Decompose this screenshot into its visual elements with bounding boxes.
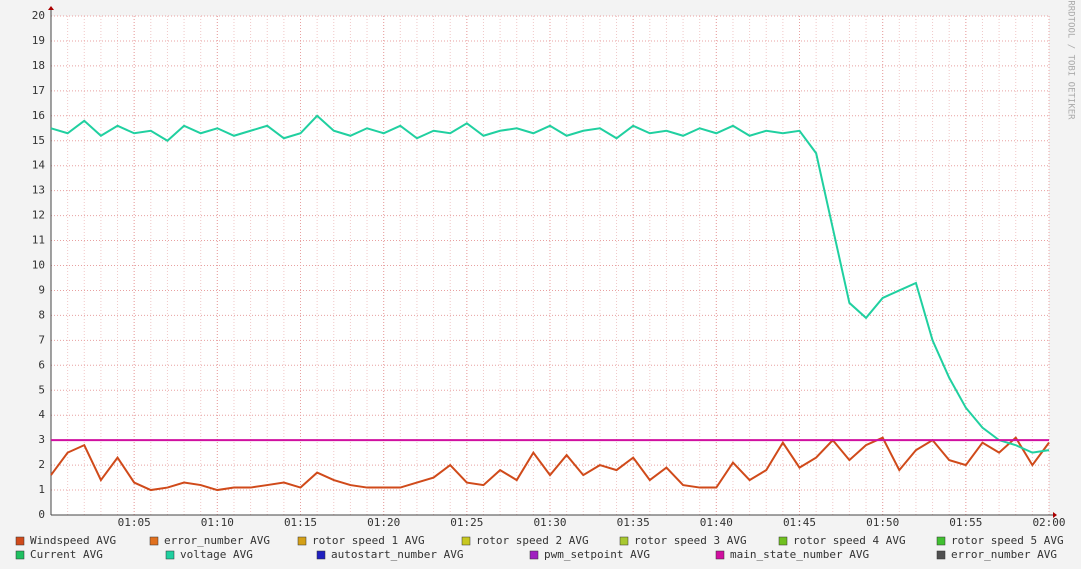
legend-label: rotor speed 1 AVG <box>312 534 425 547</box>
legend-label: rotor speed 3 AVG <box>634 534 747 547</box>
legend-label: error_number AVG <box>951 548 1057 561</box>
x-tick-label: 01:10 <box>201 516 234 529</box>
legend-label: error_number AVG <box>164 534 270 547</box>
y-tick-label: 8 <box>38 308 45 321</box>
legend-label: pwm_setpoint AVG <box>544 548 650 561</box>
legend-label: rotor speed 2 AVG <box>476 534 589 547</box>
axis-arrow <box>1053 512 1057 518</box>
legend-label: main_state_number AVG <box>730 548 869 561</box>
x-tick-label: 01:50 <box>866 516 899 529</box>
y-tick-label: 5 <box>38 383 45 396</box>
legend-swatch <box>297 536 307 546</box>
legend-swatch <box>936 550 946 560</box>
x-tick-label: 01:05 <box>118 516 151 529</box>
series-line <box>50 436 1050 492</box>
legend-swatch <box>529 550 539 560</box>
axis-arrow <box>48 6 54 10</box>
y-tick-label: 13 <box>32 184 45 197</box>
x-tick-label: 01:35 <box>617 516 650 529</box>
y-tick-label: 7 <box>38 333 45 346</box>
y-tick-label: 3 <box>38 433 45 446</box>
y-tick-label: 14 <box>32 159 46 172</box>
legend-label: autostart_number AVG <box>331 548 463 561</box>
x-tick-label: 02:00 <box>1032 516 1065 529</box>
x-tick-label: 01:30 <box>533 516 566 529</box>
y-tick-label: 15 <box>32 134 45 147</box>
x-tick-label: 01:45 <box>783 516 816 529</box>
legend-swatch <box>461 536 471 546</box>
y-tick-label: 16 <box>32 109 45 122</box>
legend-label: Windspeed AVG <box>30 534 116 547</box>
x-tick-label: 01:55 <box>949 516 982 529</box>
legend-swatch <box>715 550 725 560</box>
y-tick-label: 2 <box>38 458 45 471</box>
y-tick-label: 20 <box>32 9 45 22</box>
legend-swatch <box>619 536 629 546</box>
y-tick-label: 6 <box>38 358 45 371</box>
legend-swatch <box>165 550 175 560</box>
y-tick-label: 0 <box>38 508 45 521</box>
x-tick-label: 01:20 <box>367 516 400 529</box>
y-tick-label: 9 <box>38 283 45 296</box>
legend-label: rotor speed 5 AVG <box>951 534 1064 547</box>
legend-label: voltage AVG <box>180 548 253 561</box>
legend-swatch <box>936 536 946 546</box>
legend-swatch <box>778 536 788 546</box>
y-tick-label: 17 <box>32 84 45 97</box>
x-tick-label: 01:25 <box>450 516 483 529</box>
y-tick-label: 12 <box>32 209 45 222</box>
legend-swatch <box>316 550 326 560</box>
y-tick-label: 11 <box>32 234 45 247</box>
x-tick-label: 01:40 <box>700 516 733 529</box>
legend-label: Current AVG <box>30 548 103 561</box>
legend-swatch <box>149 536 159 546</box>
y-tick-label: 18 <box>32 59 45 72</box>
legend-swatch <box>15 536 25 546</box>
x-tick-label: 01:15 <box>284 516 317 529</box>
y-tick-label: 4 <box>38 408 45 421</box>
y-tick-label: 1 <box>38 483 45 496</box>
series-line <box>50 114 1050 454</box>
legend-label: rotor speed 4 AVG <box>793 534 906 547</box>
legend-swatch <box>15 550 25 560</box>
y-tick-label: 10 <box>32 259 45 272</box>
y-tick-label: 19 <box>32 34 45 47</box>
watermark: RRDTOOL / TOBI OETIKER <box>1066 0 1076 120</box>
